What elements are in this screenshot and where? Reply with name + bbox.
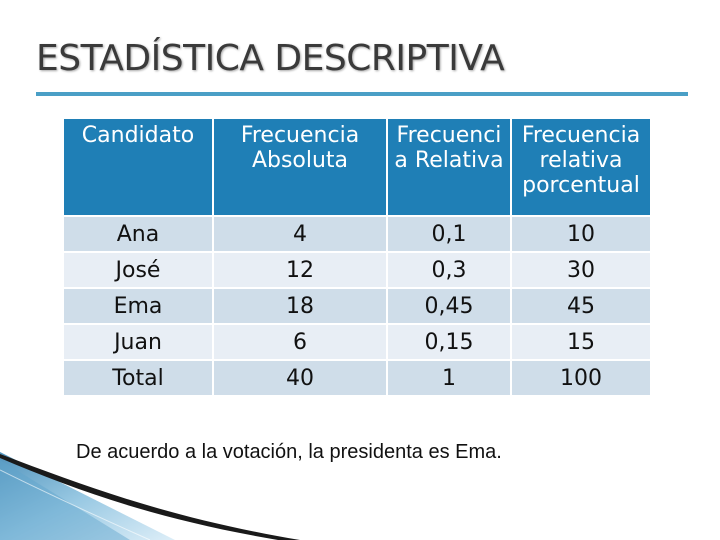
cell-porcentual: 30	[510, 251, 652, 289]
header-line: Absoluta	[251, 148, 349, 173]
table-row-total: Total 40 1 100	[62, 359, 652, 397]
header-line: Candidato	[81, 123, 195, 148]
table-row: José 12 0,3 30	[62, 251, 652, 289]
cell-porcentual: 100	[510, 359, 652, 397]
header-line: porcentual	[522, 173, 640, 198]
header-line: Frecuencia	[521, 123, 641, 148]
header-line: a Relativa	[394, 148, 504, 173]
cell-relativa: 0,15	[386, 323, 512, 361]
cell-candidato: Ana	[62, 215, 214, 253]
header-frecuencia-relativa: Frecuenci a Relativa	[386, 117, 512, 217]
cell-relativa: 0,3	[386, 251, 512, 289]
cell-absoluta: 6	[212, 323, 388, 361]
conclusion-text: De acuerdo a la votación, la presidenta …	[76, 441, 502, 463]
cell-porcentual: 45	[510, 287, 652, 325]
title-underline	[36, 92, 688, 96]
header-frecuencia-absoluta: Frecuencia Absoluta	[212, 117, 388, 217]
cell-absoluta: 12	[212, 251, 388, 289]
cell-relativa: 0,1	[386, 215, 512, 253]
header-frecuencia-porcentual: Frecuencia relativa porcentual	[510, 117, 652, 217]
header-line: Frecuenci	[396, 123, 502, 148]
cell-absoluta: 4	[212, 215, 388, 253]
table-header-row: Candidato Frecuencia Absoluta Frecuenci …	[62, 117, 652, 217]
cell-porcentual: 10	[510, 215, 652, 253]
cell-candidato: José	[62, 251, 214, 289]
table-row: Ana 4 0,1 10	[62, 215, 652, 253]
cell-candidato: Ema	[62, 287, 214, 325]
cell-absoluta: 18	[212, 287, 388, 325]
cell-relativa: 1	[386, 359, 512, 397]
header-line: Frecuencia	[240, 123, 360, 148]
slide-title: ESTADÍSTICA DESCRIPTIVA	[36, 38, 505, 79]
frequency-table: Candidato Frecuencia Absoluta Frecuenci …	[62, 117, 652, 397]
decorative-swoosh	[0, 452, 300, 540]
header-line: relativa	[539, 148, 623, 173]
table-row: Ema 18 0,45 45	[62, 287, 652, 325]
cell-candidato: Juan	[62, 323, 214, 361]
cell-relativa: 0,45	[386, 287, 512, 325]
cell-candidato: Total	[62, 359, 214, 397]
header-candidato: Candidato	[62, 117, 214, 217]
cell-porcentual: 15	[510, 323, 652, 361]
table-row: Juan 6 0,15 15	[62, 323, 652, 361]
cell-absoluta: 40	[212, 359, 388, 397]
